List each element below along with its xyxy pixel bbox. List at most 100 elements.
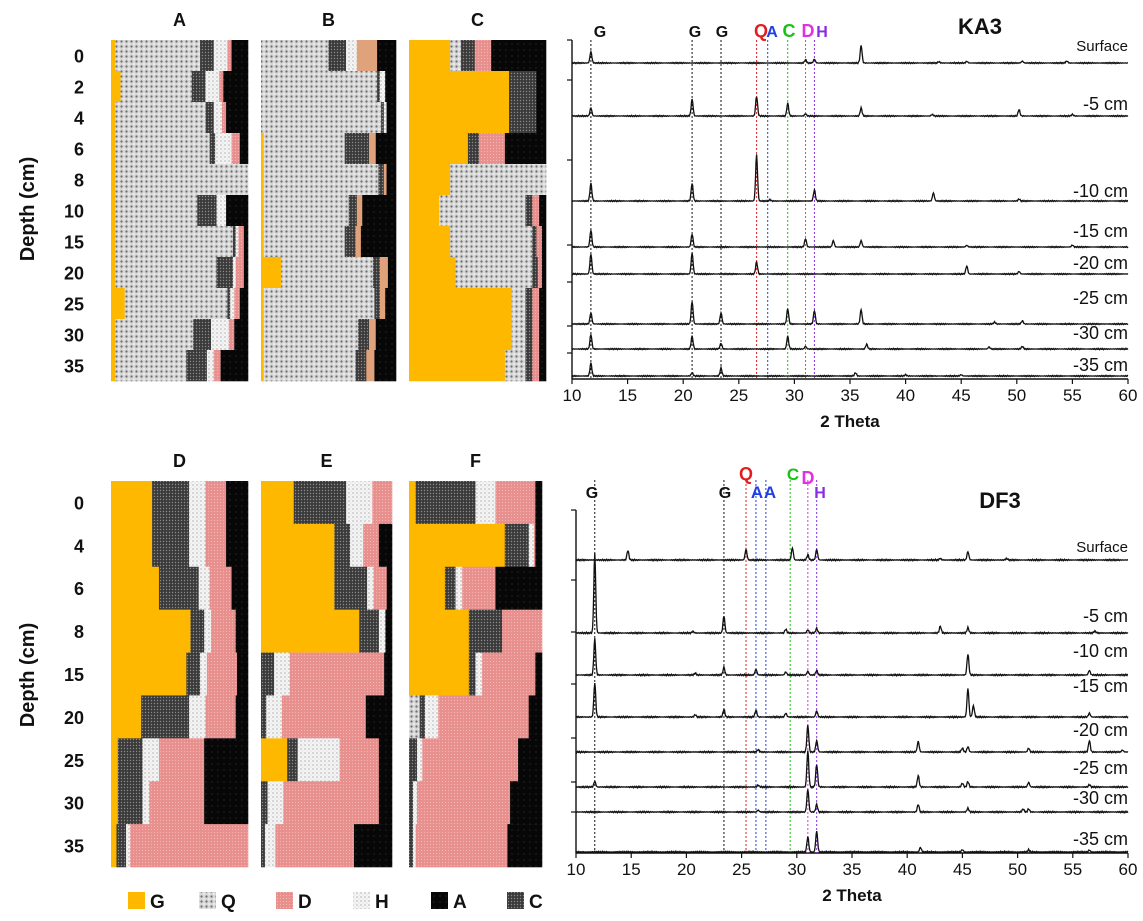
bar-segment-C (227, 288, 231, 320)
depth-tick-label: 0 (74, 47, 84, 67)
x-axis-label: 2 Theta (822, 886, 882, 905)
legend-label: D (298, 892, 312, 913)
bar-segment-Q (263, 350, 356, 382)
bar-segment-Q (115, 102, 206, 134)
bar-segment-Q (115, 226, 234, 258)
bar-segment-H (213, 102, 223, 134)
bar-segment-A (386, 566, 393, 610)
bar-segment-H (213, 40, 228, 72)
bar-segment-G (409, 40, 451, 72)
bar-segment-D (238, 226, 245, 258)
bar-segment-X (356, 40, 378, 72)
bar-segment-C (287, 738, 298, 782)
bar-segment-H (215, 133, 232, 165)
bar-segment-C (409, 824, 414, 868)
bar-segment-A (539, 288, 547, 320)
bar-segment-C (348, 195, 358, 227)
series-trace (576, 546, 1128, 563)
bar-segment-C (200, 40, 215, 72)
bar-segment-C (525, 350, 533, 382)
bar-segment-C (328, 40, 347, 72)
bar-segment-D (537, 257, 543, 289)
bar-segment-C (532, 257, 539, 289)
series-label: -5 cm (1083, 94, 1128, 114)
series-trace (575, 830, 1129, 855)
bar-segment-X (356, 195, 363, 227)
legend-swatch-D (276, 892, 293, 909)
bar-segment-Q (455, 257, 533, 289)
bar-segment-G (261, 738, 288, 782)
reference-label: C (783, 21, 796, 41)
bar-segment-C (504, 523, 529, 568)
bar-segment-G (111, 695, 142, 739)
bar-segment-Q (263, 133, 345, 165)
bar-segment-X (379, 257, 389, 289)
bar-segment-C (293, 481, 347, 525)
bar-segment-H (412, 781, 418, 825)
bar-segment-X (383, 164, 387, 196)
bar-segment-C (197, 195, 217, 227)
bar-segment-A (386, 102, 397, 134)
bar-segment-Q (263, 226, 345, 258)
bar-segment-Q (261, 40, 329, 72)
bar-segment-C (209, 133, 216, 165)
x-tick-label: 55 (1063, 860, 1082, 879)
bar-segment-C (509, 102, 537, 134)
bar-segment-A (243, 257, 249, 289)
bar-segment-A (220, 350, 249, 382)
x-tick-label: 10 (567, 860, 586, 879)
bar-segment-D (227, 40, 232, 72)
column-panels-top: A B C (111, 10, 547, 382)
bar-segment-Q (450, 226, 533, 258)
series-trace (571, 332, 1129, 351)
depth-tick-label: 0 (74, 493, 84, 513)
legend-label: C (529, 892, 543, 913)
bar-segment-D (339, 738, 380, 782)
bar-segment-H (198, 566, 210, 610)
bar-segment-A (375, 319, 397, 351)
series-label: -25 cm (1073, 288, 1128, 308)
bar-segment-C (158, 566, 199, 610)
bar-segment-G (261, 257, 282, 289)
bar-segment-A (378, 781, 393, 825)
bar-segment-H (189, 481, 206, 525)
bar-segment-A (541, 257, 547, 289)
bar-segment-C (468, 609, 503, 653)
bar-segment-H (455, 566, 463, 610)
depth-tick-label: 2 (74, 78, 84, 98)
series-trace (576, 750, 1129, 790)
depth-tick-label: 15 (64, 665, 84, 685)
bar-segment-D (211, 609, 236, 653)
depth-axis-label: Depth (cm) (17, 157, 39, 261)
bar-segment-A (231, 40, 249, 72)
bar-segment-G (261, 566, 335, 610)
bar-segment-H (205, 71, 220, 103)
bar-segment-H (528, 523, 535, 568)
bar-segment-C (261, 652, 275, 696)
depth-tick-label: 6 (74, 140, 84, 160)
bar-segment-A (360, 226, 397, 258)
column-panels-bottom: D E F (111, 451, 543, 868)
bar-segment-G (409, 288, 513, 320)
bar-segment-G (409, 566, 446, 610)
series-label: -35 cm (1073, 355, 1128, 375)
bar-segment-H (346, 40, 358, 72)
bar-segment-A (362, 195, 397, 227)
bar-segment-D (502, 609, 543, 653)
depth-tick-label: 25 (64, 295, 84, 315)
bar-segment-G (261, 226, 264, 258)
bar-segment-X (369, 319, 377, 351)
x-tick-label: 60 (1119, 386, 1138, 405)
column-title: E (320, 451, 332, 471)
reference-label: G (594, 24, 606, 41)
series-trace (575, 724, 1129, 755)
bar-segment-X (366, 350, 375, 382)
bar-segment-D (283, 781, 380, 825)
bar-segment-D (438, 695, 529, 739)
legend-swatch-A (431, 892, 448, 909)
depth-tick-label: 20 (64, 264, 84, 284)
bar-segment-D (205, 695, 236, 739)
bar-segment-Q (120, 71, 193, 103)
bar-segment-G (111, 523, 153, 568)
bar-segment-D (495, 481, 536, 525)
